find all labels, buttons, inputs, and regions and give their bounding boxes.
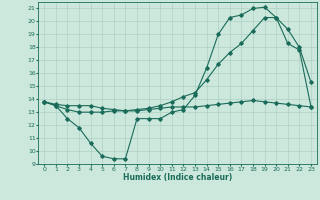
X-axis label: Humidex (Indice chaleur): Humidex (Indice chaleur) — [123, 173, 232, 182]
